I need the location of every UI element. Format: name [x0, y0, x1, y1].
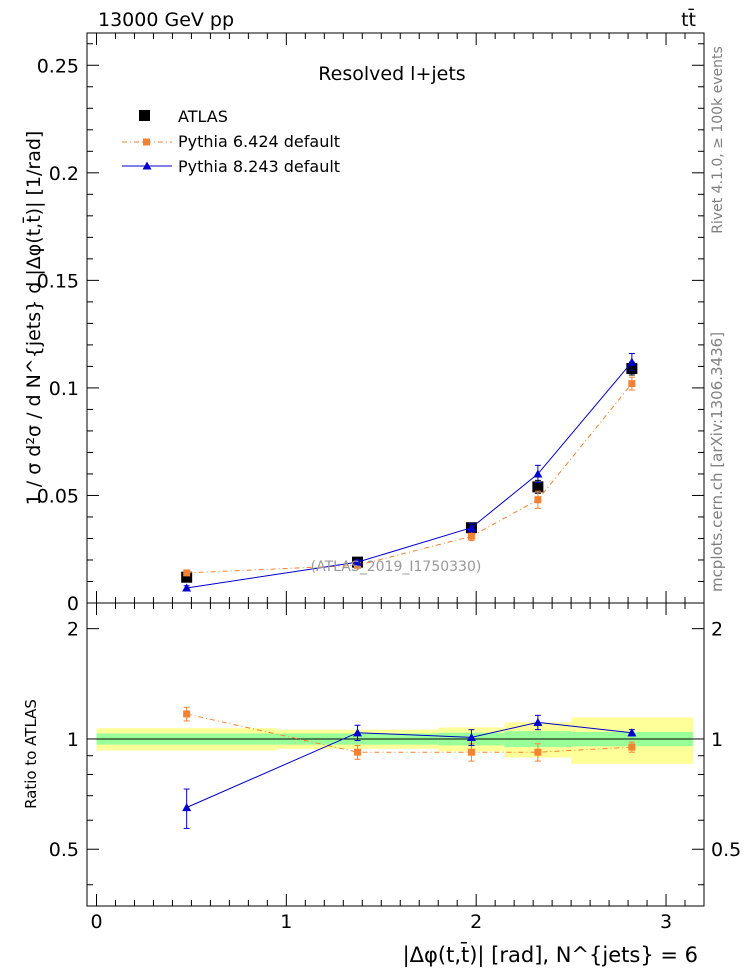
atlas-point [181, 571, 193, 583]
ratio-plot-frame [86, 602, 705, 907]
legend-pythia8-label: Pythia 8.243 default [178, 157, 340, 176]
ratio-y-tick-label-right: 0.5 [711, 839, 741, 861]
main-y-tick-label: 0.2 [49, 163, 79, 185]
main-y-tick-label: 0.1 [49, 378, 79, 400]
x-tick-label: 0 [90, 911, 102, 933]
ratio-pythia8-point [533, 717, 543, 726]
ratio-data-series [182, 706, 637, 829]
ratio-y-tick-label-right: 1 [711, 729, 723, 751]
main-y-tick-label: 0.05 [37, 485, 79, 507]
pythia8-point [182, 583, 192, 592]
pythia6-line [186, 383, 633, 574]
main-y-axis-label: 1 / σ d²σ / d N^{jets} d |Δφ(t,t̄)| [1/r… [21, 131, 45, 506]
main-y-tick-label: 0.25 [37, 55, 79, 77]
rivet-version-label: Rivet 4.1.0, ≥ 100k events [710, 46, 726, 234]
legend-pythia8-marker [142, 161, 152, 170]
pythia6-point [183, 569, 191, 577]
pythia8-point [533, 469, 543, 478]
x-tick-label: 2 [470, 911, 482, 933]
legend-atlas-marker [139, 110, 150, 121]
ratio-pythia6-point [183, 710, 191, 718]
legend-atlas-label: ATLAS [178, 107, 228, 126]
ratio-y-tick-label: 2 [67, 619, 79, 641]
ratio-pythia6-point [628, 743, 636, 751]
pythia6-point [534, 496, 542, 504]
ratio-uncertainty-bands [96, 717, 693, 764]
pythia8-point [353, 557, 363, 566]
pythia6-point [628, 380, 636, 388]
atlas-point [532, 481, 544, 493]
pythia6-point [467, 532, 475, 540]
ratio-y-tick-label: 0.5 [49, 839, 79, 861]
x-tick-label: 3 [660, 911, 672, 933]
ratio-pythia8-point [353, 728, 363, 737]
legend: ATLAS Pythia 6.424 default Pythia 8.243 … [122, 107, 340, 176]
ratio-y-tick-label: 1 [67, 729, 79, 751]
energy-label: 13000 GeV pp [98, 9, 234, 31]
ratio-y-axis-label: Ratio to ATLAS [22, 699, 40, 809]
main-y-axis: 0 0.05 0.1 0.15 0.2 0.25 [37, 43, 704, 615]
ratio-pythia6-point [534, 748, 542, 756]
main-y-tick-label: 0.15 [37, 270, 79, 292]
ratio-pythia6-point [354, 748, 362, 756]
main-y-tick-label: 0 [67, 593, 79, 615]
main-data-series [181, 352, 638, 592]
mcplots-label: mcplots.cern.ch [arXiv:1306.3436] [708, 332, 726, 592]
x-tick-label: 1 [280, 911, 292, 933]
legend-pythia6-marker [143, 138, 150, 146]
ratio-pythia8-point [182, 802, 192, 812]
pythia8-point [627, 357, 637, 366]
analysis-id-label: (ATLAS_2019_I1750330) [311, 559, 482, 575]
ratio-y-axis: 0.5 0.5 1 1 2 2 [49, 619, 741, 886]
ratio-y-tick-label-right: 2 [711, 619, 723, 641]
pythia8-line [186, 361, 633, 589]
ratio-pythia8-point [627, 728, 637, 737]
x-axis: 0 1 2 3 [90, 33, 705, 933]
ratio-pythia8-point [466, 732, 476, 741]
x-axis-label: |Δφ(t,t̄)| [rad], N^{jets} = 6 [403, 942, 698, 968]
plot-title: Resolved l+jets [318, 63, 465, 85]
process-label: tt̄ [681, 7, 696, 31]
legend-pythia6-label: Pythia 6.424 default [178, 132, 340, 151]
pythia8-point [466, 523, 476, 532]
ratio-pythia6-point [467, 748, 475, 756]
